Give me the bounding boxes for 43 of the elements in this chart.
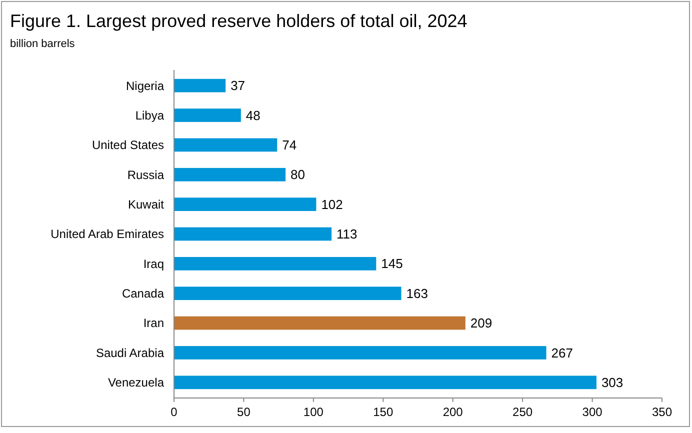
data-label: 74 — [282, 138, 297, 152]
bar — [174, 346, 546, 360]
data-label: 37 — [230, 78, 246, 94]
y-tick-label: Venezuela — [108, 376, 164, 390]
data-label: 267 — [551, 345, 573, 360]
bar — [174, 286, 402, 300]
data-label: 80 — [290, 167, 306, 182]
y-tick-label: Russia — [127, 168, 164, 182]
data-label: 209 — [470, 316, 492, 331]
bar — [174, 138, 278, 152]
y-tick-label: United States — [92, 138, 164, 152]
y-tick-label: United Arab Emirates — [50, 227, 164, 242]
x-tick-label: 100 — [303, 405, 324, 419]
bar — [174, 227, 332, 241]
y-tick-label: Kuwait — [128, 198, 165, 212]
data-label: 113 — [336, 226, 358, 242]
y-tick-label: Saudi Arabia — [96, 346, 164, 360]
y-tick-label: Libya — [135, 108, 164, 122]
x-tick-label: 150 — [373, 405, 394, 419]
x-tick-label: 250 — [512, 405, 533, 419]
bar — [174, 78, 226, 92]
text: billion barrels — [10, 38, 76, 50]
data-label: 48 — [246, 108, 260, 123]
y-tick-label: Iran — [143, 316, 164, 330]
bar — [174, 168, 286, 182]
data-label: 102 — [321, 196, 343, 212]
x-tick-label: 350 — [652, 405, 672, 419]
data-label: 163 — [406, 286, 428, 301]
chart-title: Figure 1. Largest proved reserve holders of total oil, 2024 — [10, 11, 468, 31]
bar — [174, 198, 316, 211]
bar — [174, 257, 376, 270]
data-label: 145 — [381, 256, 403, 272]
y-tick-label: Nigeria — [126, 78, 164, 93]
bar — [174, 108, 241, 122]
bar — [174, 376, 596, 390]
x-tick-label: 300 — [582, 405, 603, 419]
y-tick-label: Canada — [122, 286, 164, 301]
data-label: 303 — [601, 374, 624, 390]
x-tick-label: 200 — [442, 405, 464, 419]
bar — [174, 316, 466, 330]
x-tick-label: 50 — [237, 405, 251, 419]
y-tick-label: Iraq — [143, 256, 164, 271]
x-tick-label: 0 — [170, 405, 178, 419]
